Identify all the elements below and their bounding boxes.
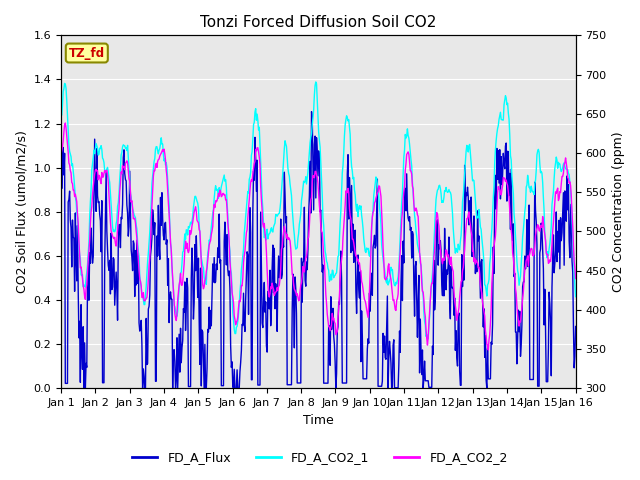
Title: Tonzi Forced Diffusion Soil CO2: Tonzi Forced Diffusion Soil CO2 (200, 15, 436, 30)
X-axis label: Time: Time (303, 414, 333, 427)
Y-axis label: CO2 Soil Flux (umol/m2/s): CO2 Soil Flux (umol/m2/s) (15, 131, 28, 293)
Text: TZ_fd: TZ_fd (68, 47, 105, 60)
Y-axis label: CO2 Concentration (ppm): CO2 Concentration (ppm) (612, 132, 625, 292)
Legend: FD_A_Flux, FD_A_CO2_1, FD_A_CO2_2: FD_A_Flux, FD_A_CO2_1, FD_A_CO2_2 (127, 446, 513, 469)
